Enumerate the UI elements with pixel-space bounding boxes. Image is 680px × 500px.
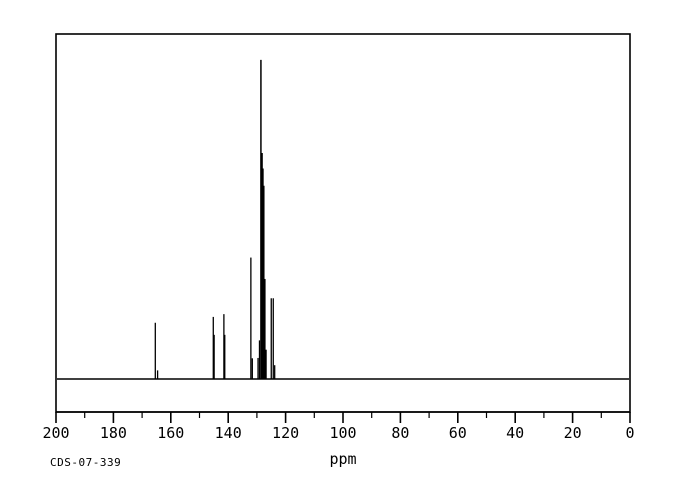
x-axis-title: ppm (329, 450, 356, 468)
axis-tick-label: 60 (449, 424, 467, 442)
axis-tick-label: 40 (506, 424, 524, 442)
axis-tick-label: 80 (391, 424, 409, 442)
axis-tick-label: 180 (100, 424, 127, 442)
x-axis: 200 180 160 140 120 100 80 60 40 20 0 (42, 411, 635, 442)
watermark-label: CDS-07-339 (50, 456, 121, 469)
plot-frame-border (55, 33, 631, 413)
axis-tick-label: 20 (564, 424, 582, 442)
peak-group (154, 59, 276, 379)
axis-tick-label: 200 (42, 424, 69, 442)
axis-tick-label: 120 (272, 424, 299, 442)
axis-tick-label: 140 (215, 424, 242, 442)
axis-tick-label: 100 (329, 424, 356, 442)
axis-tick-labels: 200 180 160 140 120 100 80 60 40 20 0 (42, 424, 634, 442)
axis-ticks (55, 412, 631, 423)
axis-tick-label: 0 (625, 424, 634, 442)
axis-tick-label: 160 (157, 424, 184, 442)
